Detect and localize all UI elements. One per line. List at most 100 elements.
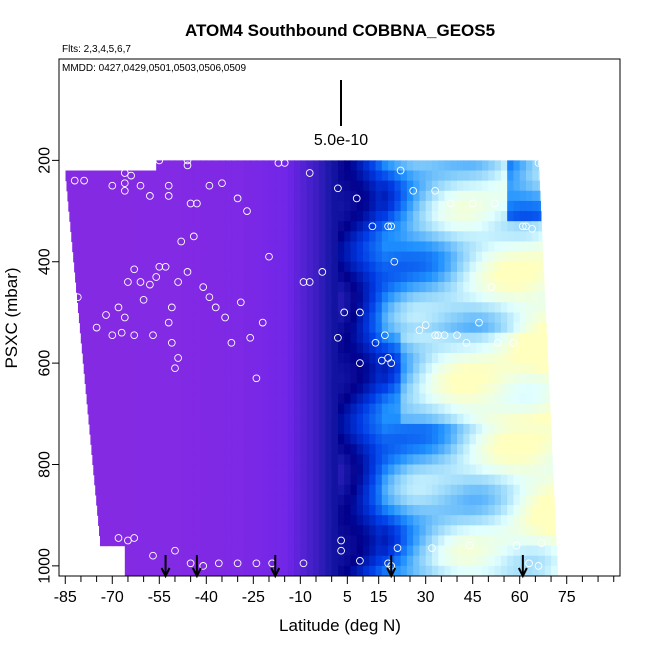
sample-point [211, 303, 220, 312]
heatmap-cell [99, 322, 107, 334]
heatmap-cell [325, 565, 333, 576]
heatmap-cell [112, 434, 120, 445]
heatmap-cell [519, 525, 527, 537]
heatmap-cell [319, 545, 326, 557]
heatmap-cell [375, 190, 383, 202]
heatmap-cell [131, 180, 138, 192]
heatmap-cell [118, 444, 126, 455]
heatmap-cell [419, 525, 427, 537]
heatmap-cell [369, 312, 377, 324]
heatmap-cell [143, 211, 151, 222]
heatmap-cell [312, 261, 320, 273]
heatmap-cell [513, 555, 521, 567]
heatmap-cell [400, 251, 408, 263]
heatmap-cell [131, 332, 138, 344]
heatmap-cell [256, 251, 264, 263]
heatmap-cell [156, 190, 164, 202]
heatmap-cell [482, 464, 489, 476]
heatmap-cell [438, 211, 446, 222]
heatmap-cell [375, 423, 383, 435]
heatmap-cell [112, 454, 120, 466]
heatmap-cell [450, 221, 458, 232]
heatmap-cell [200, 545, 207, 557]
heatmap-cell [162, 190, 170, 202]
heatmap-cell [143, 494, 151, 506]
heatmap-cell [525, 494, 533, 506]
heatmap-cell [250, 312, 258, 324]
heatmap-cell [206, 231, 214, 243]
heatmap-cell [281, 302, 289, 314]
heatmap-cell [156, 444, 164, 455]
heatmap-cell [513, 413, 521, 425]
heatmap-cell [438, 231, 446, 243]
heatmap-cell [181, 211, 189, 222]
heatmap-cell [281, 363, 289, 374]
heatmap-cell [118, 180, 126, 192]
heatmap-cell [118, 413, 126, 425]
heatmap-cell [500, 282, 508, 293]
heatmap-cell [469, 251, 477, 263]
heatmap-cell [513, 352, 521, 364]
heatmap-cell [337, 423, 345, 435]
heatmap-cell [469, 403, 477, 415]
heatmap-cell [494, 383, 502, 395]
heatmap-cell [275, 302, 283, 314]
heatmap-cell [425, 292, 433, 303]
heatmap-cell [237, 231, 245, 243]
heatmap-cell [200, 505, 207, 516]
heatmap-cell [156, 363, 164, 374]
heatmap-cell [118, 474, 126, 486]
heatmap-cell [507, 282, 515, 293]
heatmap-cell [444, 221, 452, 232]
heatmap-cell [507, 434, 515, 445]
heatmap-cell [149, 332, 157, 344]
heatmap-cell [118, 393, 126, 405]
heatmap-cell [325, 342, 333, 354]
heatmap-cell [363, 231, 370, 243]
heatmap-cell [193, 535, 201, 547]
heatmap-cell [363, 474, 370, 486]
heatmap-cell [174, 565, 182, 576]
sample-point [352, 194, 361, 203]
heatmap-cell [457, 545, 464, 557]
heatmap-cell [275, 312, 283, 324]
heatmap-cell [525, 231, 533, 243]
heatmap-cell [350, 221, 358, 232]
heatmap-cell [218, 515, 226, 526]
y-tick-label: 400 [37, 248, 54, 275]
heatmap-cell [337, 322, 345, 334]
heatmap-cell [532, 535, 540, 547]
heatmap-cell [519, 434, 527, 445]
heatmap-cell [538, 180, 541, 192]
heatmap-cell [406, 231, 414, 243]
heatmap-cell [469, 555, 477, 567]
heatmap-cell [519, 170, 527, 182]
sample-point [490, 199, 499, 208]
heatmap-cell [174, 484, 182, 496]
heatmap-cell [112, 403, 120, 415]
heatmap-cell [187, 332, 195, 344]
heatmap-cell [237, 322, 245, 334]
heatmap-cell [106, 312, 113, 324]
heatmap-cell [93, 170, 101, 182]
heatmap-cell [137, 363, 145, 374]
heatmap-cell [262, 322, 270, 334]
x-tick-label: -25 [242, 589, 265, 606]
heatmap-cell [262, 352, 270, 364]
heatmap-cell [156, 383, 164, 395]
heatmap-cell [87, 292, 95, 303]
heatmap-cell [513, 180, 521, 192]
heatmap-cell [87, 342, 95, 354]
heatmap-cell [143, 393, 151, 405]
heatmap-cell [450, 393, 458, 405]
heatmap-cell [149, 302, 157, 314]
heatmap-cell [463, 160, 471, 172]
heatmap-cell [256, 271, 264, 283]
heatmap-cell [400, 565, 408, 576]
heatmap-cell [532, 383, 540, 395]
heatmap-cell [344, 525, 352, 537]
heatmap-cell [544, 484, 552, 496]
heatmap-cell [200, 251, 207, 263]
heatmap-cell [312, 342, 320, 354]
heatmap-cell [444, 241, 452, 253]
